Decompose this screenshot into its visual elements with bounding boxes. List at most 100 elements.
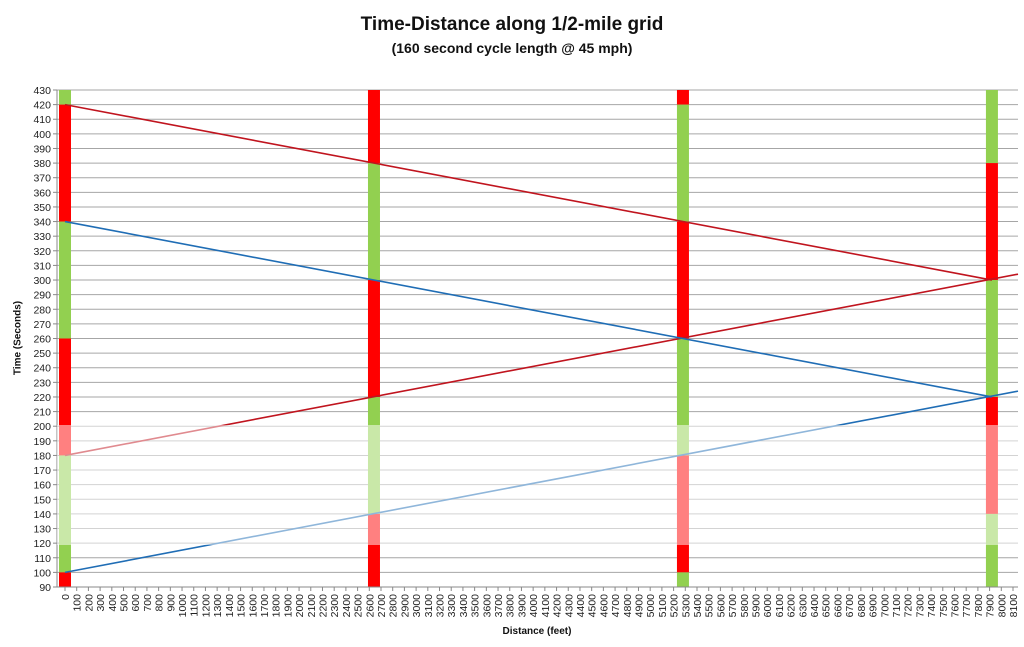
- chart-subtitle: (160 second cycle length @ 45 mph): [391, 40, 633, 56]
- y-tick-label: 410: [33, 114, 51, 126]
- y-tick-label: 400: [33, 129, 51, 141]
- x-tick-label: 3600: [481, 594, 493, 618]
- signal-phase-red: [985, 163, 998, 281]
- x-tick-label: 5100: [657, 594, 669, 618]
- x-tick-label: 2600: [364, 594, 376, 618]
- x-tick-label: 1000: [177, 594, 189, 618]
- signal-phase-green: [59, 90, 71, 105]
- x-tick-label: 5400: [692, 594, 704, 618]
- x-tick-label: 6900: [868, 594, 880, 618]
- y-tick-label: 300: [33, 275, 51, 287]
- x-tick-label: 7400: [926, 594, 938, 618]
- y-tick-label: 200: [33, 421, 51, 433]
- x-tick-label: 1900: [282, 594, 294, 618]
- x-tick-label: 4900: [633, 594, 645, 618]
- x-tick-label: 2400: [341, 594, 353, 618]
- signal-phase-red: [367, 90, 380, 164]
- y-tick-label: 90: [39, 582, 51, 594]
- x-tick-label: 1700: [259, 594, 271, 618]
- x-tick-label: 4100: [540, 594, 552, 618]
- x-tick-label: 2700: [376, 594, 388, 618]
- y-tick-label: 290: [33, 290, 51, 302]
- x-tick-label: 7600: [949, 594, 961, 618]
- x-tick-label: 2200: [317, 594, 329, 618]
- y-tick-label: 280: [33, 304, 51, 316]
- x-tick-label: 5600: [715, 594, 727, 618]
- progression-line: [64, 220, 993, 398]
- x-tick-label: 4400: [575, 594, 587, 618]
- y-tick-label: 120: [33, 538, 51, 550]
- y-tick-label: 100: [33, 567, 51, 579]
- y-tick-label: 310: [33, 260, 51, 272]
- x-tick-label: 7700: [961, 594, 973, 618]
- x-tick-label: 7200: [903, 594, 915, 618]
- y-tick-label: 390: [33, 143, 51, 155]
- x-tick-label: 1200: [200, 594, 212, 618]
- x-tick-label: 500: [119, 594, 131, 612]
- x-tick-label: 6300: [797, 594, 809, 618]
- signal-phase-green: [985, 90, 998, 164]
- x-tick-label: 3800: [505, 594, 517, 618]
- y-tick-label: 150: [33, 494, 51, 506]
- y-tick-label: 420: [33, 100, 51, 112]
- x-tick-label: 2000: [294, 594, 306, 618]
- y-tick-label: 380: [33, 158, 51, 170]
- x-tick-label: 7000: [879, 594, 891, 618]
- x-tick-label: 1100: [189, 594, 201, 617]
- x-tick-label: 4800: [622, 594, 634, 618]
- signal-phase-red: [676, 90, 689, 105]
- x-tick-label: 200: [83, 594, 95, 612]
- signal-phase-green: [985, 280, 998, 397]
- x-tick-label: 3700: [493, 594, 505, 618]
- x-tick-label: 600: [130, 594, 142, 612]
- watermark-overlay: [57, 425, 1018, 545]
- x-tick-label: 2800: [388, 594, 400, 618]
- x-tick-label: 6700: [844, 594, 856, 618]
- signal-phase-red: [59, 104, 71, 222]
- x-tick-label: 3100: [423, 594, 435, 618]
- y-tick-label: 160: [33, 480, 51, 492]
- y-tick-label: 240: [33, 363, 51, 375]
- x-tick-label: 7100: [891, 594, 903, 618]
- x-tick-label: 5200: [669, 594, 681, 618]
- progression-line: [64, 103, 993, 281]
- y-tick-label: 430: [33, 85, 51, 97]
- x-tick-label: 300: [95, 594, 107, 612]
- x-tick-label: 3400: [458, 594, 470, 618]
- x-tick-label: 4000: [528, 594, 540, 618]
- x-tick-label: 2900: [399, 594, 411, 618]
- x-tick-label: 7300: [914, 594, 926, 618]
- y-tick-label: 110: [34, 553, 51, 565]
- x-axis-label: Distance (feet): [502, 626, 572, 637]
- x-tick-label: 7900: [985, 594, 997, 618]
- x-tick-label: 7500: [938, 594, 950, 618]
- x-tick-label: 7800: [973, 594, 985, 618]
- x-tick-label: 5700: [727, 594, 739, 618]
- chart-title: Time-Distance along 1/2-mile grid: [360, 14, 664, 35]
- x-tick-label: 900: [165, 594, 177, 612]
- x-tick-label: 1800: [271, 594, 283, 618]
- x-tick-label: 3200: [435, 594, 447, 618]
- y-tick-label: 270: [33, 319, 51, 331]
- y-tick-label: 250: [33, 348, 51, 360]
- y-tick-label: 360: [33, 187, 51, 199]
- y-tick-label: 230: [33, 377, 51, 389]
- y-tick-label: 330: [33, 231, 51, 243]
- x-tick-label: 4200: [552, 594, 564, 618]
- x-tick-label: 0: [60, 594, 72, 600]
- y-tick-label: 340: [33, 217, 51, 229]
- x-tick-label: 1300: [212, 594, 224, 618]
- x-tick-label: 6200: [786, 594, 798, 618]
- x-tick-label: 6400: [809, 594, 821, 618]
- x-tick-label: 2300: [329, 594, 341, 618]
- y-tick-label: 130: [33, 524, 51, 536]
- y-tick-label: 260: [33, 334, 51, 346]
- x-tick-label: 800: [154, 594, 166, 612]
- x-tick-label: 400: [107, 594, 119, 612]
- x-tick-label: 100: [72, 594, 84, 612]
- signal-phase-red: [59, 572, 71, 587]
- x-tick-label: 5000: [645, 594, 657, 618]
- signal-phase-green: [59, 221, 71, 339]
- x-tick-label: 1400: [224, 594, 236, 618]
